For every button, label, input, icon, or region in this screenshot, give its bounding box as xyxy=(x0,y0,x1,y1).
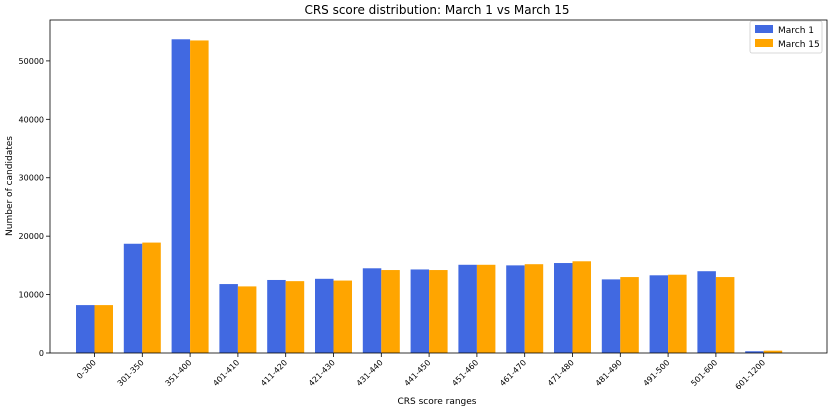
bar-march-1 xyxy=(601,279,621,353)
bar-march-1 xyxy=(649,275,669,353)
y-tick-label: 40000 xyxy=(19,115,44,124)
y-axis-label: Number of candidates xyxy=(5,136,15,236)
bar-march-15 xyxy=(285,281,305,353)
y-tick-label: 30000 xyxy=(19,174,44,183)
bar-march-15 xyxy=(763,350,783,353)
legend-label-march-15: March 15 xyxy=(778,40,820,50)
bar-march-15 xyxy=(715,277,735,353)
legend: March 1 March 15 xyxy=(749,20,823,54)
bar-march-1 xyxy=(267,279,286,353)
bar-march-15 xyxy=(237,286,257,353)
bar-march-15 xyxy=(620,277,639,353)
legend-label-march-1: March 1 xyxy=(778,26,814,36)
bar-march-1 xyxy=(745,351,764,353)
bar-march-15 xyxy=(190,40,209,354)
bar-march-15 xyxy=(668,274,687,353)
y-tick-label: 0 xyxy=(39,349,44,358)
plot-frame xyxy=(49,19,828,354)
bar-march-15 xyxy=(524,264,544,353)
bar-march-1 xyxy=(362,268,382,353)
chart-title: CRS score distribution: March 1 vs March… xyxy=(304,3,569,17)
bar-march-1 xyxy=(123,243,143,353)
bar-march-1 xyxy=(410,269,430,353)
y-tick-label: 50000 xyxy=(19,57,44,66)
y-tick-label: 10000 xyxy=(19,291,44,300)
bar-march-15 xyxy=(572,261,591,353)
bar-march-15 xyxy=(476,264,496,353)
bar-march-15 xyxy=(333,280,352,353)
bar-march-1 xyxy=(458,264,477,353)
legend-swatch-march-1 xyxy=(755,25,773,33)
bar-march-1 xyxy=(697,271,716,353)
legend-swatch-march-15 xyxy=(755,39,773,47)
x-axis-label: CRS score ranges xyxy=(397,397,476,407)
bar-march-15 xyxy=(142,242,161,353)
bar-march-15 xyxy=(381,270,400,353)
bar-march-1 xyxy=(171,39,191,354)
bar-march-15 xyxy=(429,270,448,353)
y-tick-label: 20000 xyxy=(19,232,44,241)
bar-march-1 xyxy=(315,278,334,353)
bar-march-1 xyxy=(76,305,95,353)
bar-march-1 xyxy=(506,265,525,353)
bar-march-1 xyxy=(219,284,238,353)
bar-march-1 xyxy=(554,263,573,353)
bar-march-15 xyxy=(94,305,113,353)
